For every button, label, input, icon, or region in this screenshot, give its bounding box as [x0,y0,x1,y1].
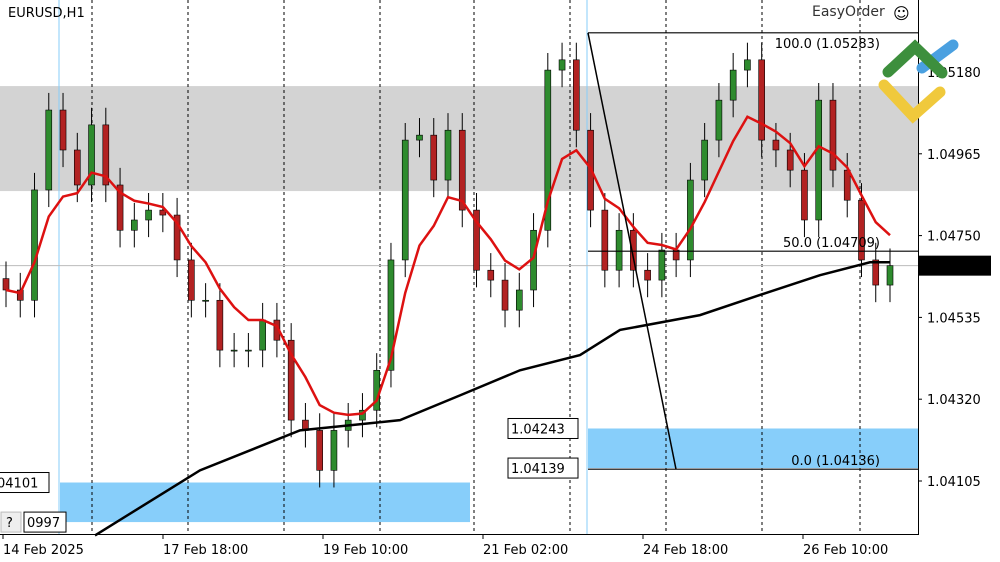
zone-price-label-box [507,417,579,439]
candle-body [630,229,637,271]
candle-body [359,409,366,421]
candle-body [544,69,552,231]
candle-body [858,199,865,261]
candle-body [330,430,338,471]
candle-body [558,59,566,71]
help-icon: ? [6,516,13,531]
candle-body [615,229,623,271]
candle-body [116,184,124,231]
candle-body [131,219,138,231]
candle-body [573,59,580,131]
candle-body [16,289,24,301]
fib-trend-line [587,32,677,470]
zone-price-label: 0997 [27,516,60,531]
time-tick-label: 17 Feb 18:00 [163,543,248,558]
time-tick-label: 26 Feb 10:00 [803,543,888,558]
candle-body [45,109,53,191]
zone-price-label-box [0,472,50,494]
candle-body [687,179,694,261]
candle-body [387,259,395,371]
zone-price-label-box [23,511,67,533]
time-tick-label: 24 Feb 18:00 [643,543,728,558]
candle-body [786,149,794,171]
candle-body [159,209,167,216]
help-button [0,511,22,533]
time-tick-label: 21 Feb 02:00 [483,543,568,558]
zone-price-label-box [507,457,579,479]
price-tick-label: 1.04535 [927,311,981,326]
candle-body [102,124,110,186]
candle-body [886,265,894,286]
price-axis-line [918,0,919,535]
candle-body [444,129,452,181]
candle-body [843,169,851,201]
candle-body [88,124,95,186]
price-tick-label: 1.04105 [927,475,981,490]
support-zone-left [60,482,470,523]
fib-level-label: 0.0 (1.04136) [791,454,880,469]
price-tick-label: 1.04320 [927,393,981,408]
time-tick-label: 19 Feb 10:00 [323,543,408,558]
fib-level-label: 50.0 (1.04709) [783,236,880,251]
fib-level-label: 100.0 (1.05283) [775,37,880,52]
candle-body [515,289,523,311]
candle-body [872,259,880,286]
candle-body [501,279,509,311]
candle-body [373,369,381,411]
candle-body [430,134,438,181]
easyorder-label[interactable]: EasyOrder [812,4,885,20]
candle-body [458,129,466,211]
candle-body [473,209,480,271]
candle-body [729,69,737,101]
fast-moving-average [5,115,891,417]
price-tick-label: 1.04750 [927,230,981,245]
candle-body [758,59,765,141]
current-price-label: 1.04671 [927,260,981,275]
support-zone-right [588,428,918,469]
candle-body [644,269,651,281]
slow-moving-average [94,260,890,537]
candle-body [245,349,252,352]
candle-body [601,209,609,271]
candle-body [801,169,808,221]
candle-body [487,269,495,281]
smiley-icon[interactable]: ☺ [893,4,910,23]
candle-body [230,349,238,352]
price-tick-label: 1.04965 [927,148,981,163]
zone-price-label: 1.04139 [511,462,565,477]
candle-body [401,139,409,261]
current-price-badge [919,255,991,276]
candle-body [202,299,209,302]
candle-body [715,99,723,141]
candle-body [59,109,67,151]
candle-body [2,278,10,291]
candle-body [145,209,152,221]
symbol-title: EURUSD,H1 [8,6,85,21]
candle-body [829,99,837,171]
time-tick-label: 14 Feb 2025 [3,543,84,558]
candle-body [259,319,266,351]
candle-body [416,134,423,141]
candle-body [73,149,81,186]
price-tick-label: 1.05180 [927,66,981,81]
candle-body [31,189,38,301]
candle-body [658,249,666,281]
candle-body [772,139,780,151]
zone-price-label: 04101 [0,477,38,492]
candle-body [188,259,195,301]
candle-body [316,430,323,471]
candle-body [744,59,751,71]
candle-body [815,99,823,221]
candle-body [216,299,224,351]
candle-body [173,214,181,261]
candle-body [287,339,295,421]
zone-price-label: 1.04243 [511,422,565,437]
candle-body [701,139,708,181]
time-axis-line [0,534,918,535]
